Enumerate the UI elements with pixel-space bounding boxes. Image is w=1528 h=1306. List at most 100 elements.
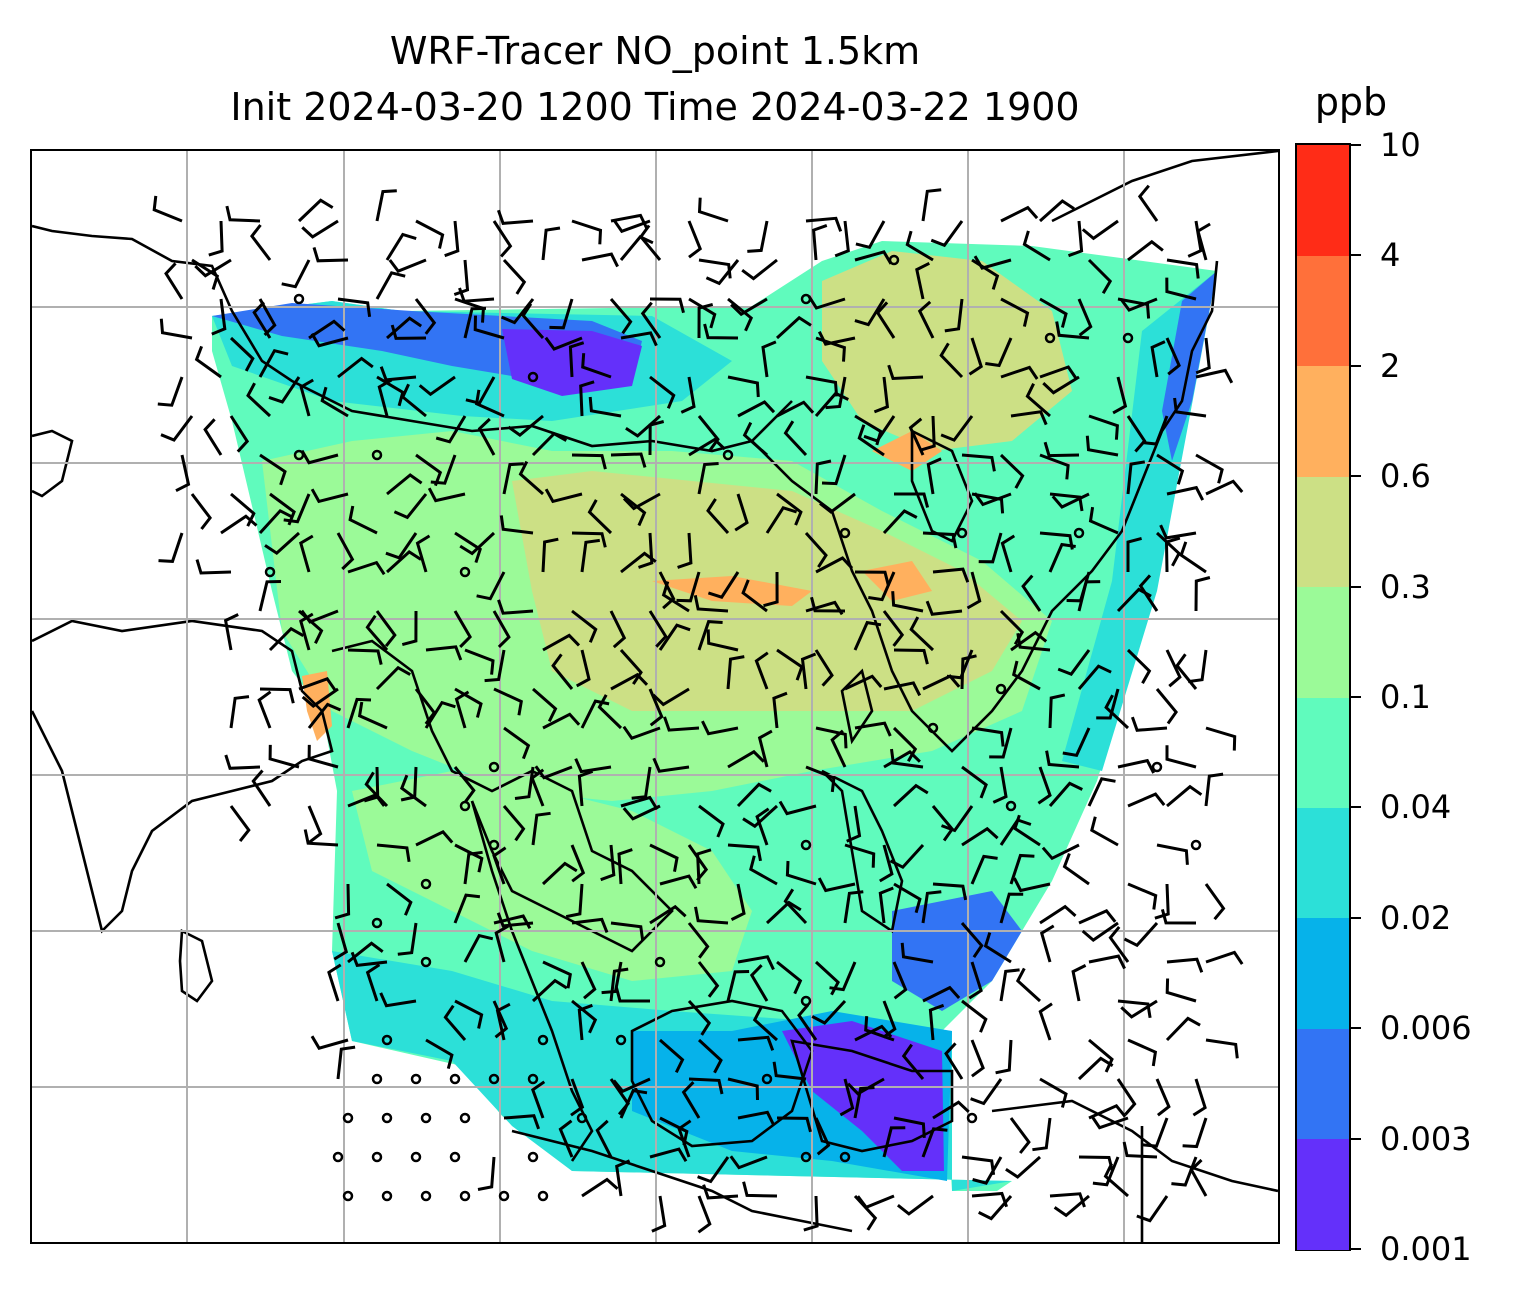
wind-barb — [1182, 1117, 1208, 1149]
wind-barb — [1037, 766, 1052, 805]
calm-wind-circle — [1073, 527, 1085, 539]
calm-wind-circle — [927, 722, 939, 734]
wind-barb — [649, 843, 679, 872]
wind-barb — [915, 261, 930, 300]
wind-barb — [1165, 649, 1182, 688]
wind-barb — [1205, 950, 1244, 965]
wind-barb — [299, 534, 314, 573]
wind-barb — [454, 843, 484, 873]
wind-barb — [727, 375, 760, 398]
colorbar-tick — [1351, 916, 1361, 919]
wind-barb — [785, 860, 817, 886]
wind-barb — [893, 648, 929, 665]
wind-barb — [697, 1195, 712, 1234]
wind-barb — [727, 297, 754, 332]
wind-barb — [502, 462, 524, 495]
wind-barb — [1090, 1115, 1129, 1130]
wind-barb — [968, 337, 983, 376]
wind-barb — [893, 882, 922, 914]
wind-barb — [742, 421, 768, 457]
wind-barb — [697, 1038, 723, 1074]
wind-barb — [502, 805, 526, 842]
coastline-borneo — [630, 999, 814, 1148]
wind-barb — [922, 531, 958, 549]
wind-barb — [418, 375, 456, 397]
wind-barb — [1164, 536, 1181, 573]
wind-barb — [961, 765, 988, 799]
wind-barb — [741, 579, 768, 613]
wind-barb — [698, 804, 725, 838]
wind-barb — [844, 674, 883, 691]
wind-barb — [894, 492, 930, 508]
colorbar-units: ppb — [1314, 80, 1388, 124]
wind-barb — [1142, 1117, 1169, 1148]
wind-barb — [622, 804, 661, 821]
wind-barb — [268, 376, 301, 404]
wind-barb — [1127, 882, 1158, 910]
wind-barb — [474, 389, 505, 418]
wind-barb — [453, 766, 476, 803]
calm-wind-circle — [459, 800, 471, 812]
wind-barb — [544, 488, 583, 504]
wind-barb — [1126, 648, 1152, 684]
wind-barb — [443, 1004, 467, 1041]
wind-barb — [609, 610, 627, 649]
wind-barb — [365, 963, 381, 1002]
wind-barb — [453, 610, 472, 648]
wind-barb — [393, 493, 428, 520]
calm-wind-circle — [342, 1190, 354, 1202]
wind-barb — [814, 391, 849, 417]
wind-barb — [901, 1043, 925, 1080]
wind-barb — [783, 420, 808, 457]
coastline-north-east — [1051, 151, 1278, 223]
wind-barb — [961, 453, 996, 472]
wind-barb — [1155, 531, 1181, 567]
wind-barb — [659, 1116, 689, 1146]
wind-barb — [772, 691, 788, 729]
wind-barb — [1154, 883, 1170, 920]
wind-barb — [930, 220, 964, 248]
wind-barb — [1041, 843, 1080, 861]
wind-barb — [932, 1100, 970, 1120]
wind-barb — [541, 226, 561, 261]
wind-barb — [220, 514, 258, 535]
wind-barb — [663, 716, 700, 732]
wind-barb — [819, 492, 856, 514]
wind-barb — [622, 725, 661, 741]
wind-barb — [727, 749, 765, 769]
wind-barb — [961, 999, 988, 1033]
wind-barb — [749, 964, 769, 1002]
wind-barb — [454, 690, 470, 729]
colorbar — [1295, 143, 1351, 1251]
wind-barb — [430, 454, 457, 485]
wind-barb — [1112, 376, 1128, 415]
wind-barb — [579, 380, 595, 417]
wind-barb — [815, 726, 848, 749]
wind-barb — [465, 376, 496, 405]
wind-barb — [190, 493, 212, 530]
wind-barb — [1000, 205, 1039, 223]
wind-barb — [921, 188, 942, 222]
wind-barb — [427, 487, 466, 503]
calm-wind-circle — [956, 527, 968, 539]
calm-wind-circle — [459, 1112, 471, 1124]
wind-barb — [587, 499, 613, 535]
wind-barb — [258, 508, 294, 535]
coastline-east-asia — [751, 260, 1219, 753]
wind-barb — [755, 807, 770, 846]
wind-barb — [1039, 1077, 1068, 1108]
wind-barb — [258, 348, 289, 378]
calm-wind-circle — [420, 1190, 432, 1202]
wind-barb — [620, 795, 659, 811]
wind-barb — [580, 961, 597, 1000]
wind-barb — [334, 883, 351, 920]
wind-barb — [1192, 1078, 1207, 1117]
wind-barb — [928, 1003, 945, 1041]
wind-barb — [211, 298, 227, 336]
wind-barb — [1138, 574, 1159, 612]
wind-barb — [805, 375, 839, 397]
wind-barb — [1039, 297, 1068, 328]
wind-barb — [1204, 772, 1224, 807]
wind-barb — [259, 687, 295, 704]
wind-barb — [648, 688, 664, 727]
